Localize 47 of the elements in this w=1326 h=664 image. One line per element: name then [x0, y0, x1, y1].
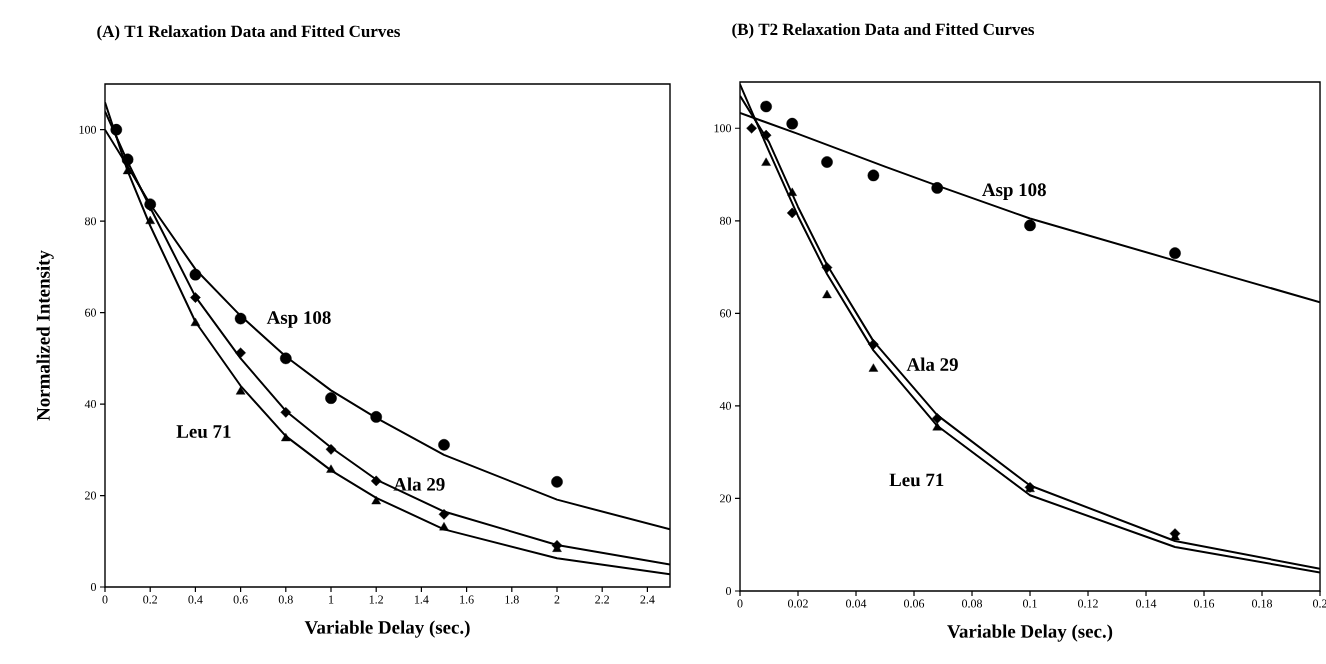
x-tick-label: 0	[102, 595, 108, 604]
y-tick-label: 20	[720, 494, 732, 503]
x-tick-label: 0.6	[233, 595, 248, 604]
x-tick-label: 0.16	[1194, 599, 1215, 608]
x-tick-label: 2	[554, 595, 560, 604]
x-tick-label: 0.8	[278, 595, 293, 604]
series-label: Asp 108	[982, 183, 1046, 200]
y-tick-label: 0	[725, 586, 732, 596]
series-label: Ala 29	[906, 357, 958, 371]
x-tick-label: 2.4	[640, 595, 655, 604]
x-tick-label: 0.2	[1313, 599, 1326, 608]
y-tick-label: 60	[85, 308, 97, 317]
x-tick-label: 0.06	[904, 599, 925, 608]
y-tick-label: 40	[84, 400, 97, 409]
x-tick-label: 0.12	[1078, 599, 1098, 608]
chart-title: (B) T2 Relaxation Data and Fitted Curves	[732, 23, 1035, 39]
x-tick-label: 0.04	[846, 599, 867, 608]
x-tick-label: 1.4	[414, 595, 429, 604]
x-tick-label: 0.14	[1136, 599, 1157, 608]
y-tick-label: 80	[84, 217, 97, 226]
series-label: Ala 29	[393, 477, 445, 491]
x-axis-title: Variable Delay (sec.)	[947, 624, 1113, 642]
x-axis-title: Variable Delay (sec.)	[304, 620, 470, 638]
y-tick-label: 60	[720, 309, 732, 318]
y-tick-label: 100	[714, 124, 732, 133]
series-label: Leu 71	[176, 425, 231, 438]
y-axis-title: Normalized Intensity	[36, 250, 54, 421]
x-tick-label: 0.4	[188, 595, 203, 604]
text: Leu 71	[889, 473, 944, 487]
x-tick-label: 1.8	[505, 595, 519, 604]
y-tick-label: 40	[719, 401, 732, 410]
series-label: Asp 108	[266, 311, 331, 328]
x-tick-label: 0.08	[962, 599, 983, 608]
x-tick-label: 1.6	[460, 595, 474, 604]
y-tick-label: 20	[85, 491, 97, 500]
x-tick-label: 0.1	[1022, 599, 1037, 608]
x-tick-label: 2.2	[595, 595, 610, 604]
y-tick-label: 80	[719, 216, 732, 225]
y-tick-label: 100	[79, 125, 97, 134]
x-tick-label: 0	[737, 599, 743, 608]
x-tick-label: 0.18	[1252, 599, 1273, 608]
x-tick-label: 0.02	[788, 599, 808, 608]
y-tick-label: 0	[90, 582, 97, 592]
x-tick-label: 0.2	[143, 595, 158, 604]
x-tick-label: 1.2	[369, 595, 384, 604]
x-tick-label: 1	[329, 595, 334, 604]
chart-title: (A) T1 Relaxation Data and Fitted Curves	[97, 25, 400, 41]
